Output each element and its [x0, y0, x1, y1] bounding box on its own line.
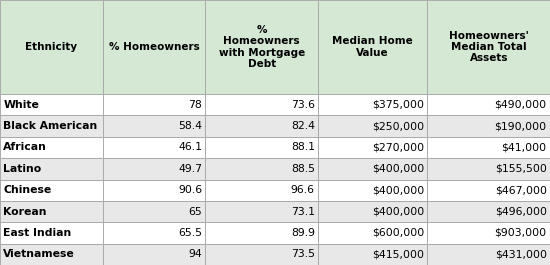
Text: East Indian: East Indian [3, 228, 72, 238]
Text: $400,000: $400,000 [372, 207, 424, 217]
Bar [427, 201, 550, 222]
Bar [318, 116, 427, 137]
Text: White: White [3, 100, 39, 110]
Bar [318, 0, 427, 94]
Text: 78: 78 [188, 100, 202, 110]
Bar [318, 244, 427, 265]
Text: $467,000: $467,000 [494, 185, 547, 195]
Text: $400,000: $400,000 [372, 185, 424, 195]
Bar [0, 244, 103, 265]
Bar [103, 116, 205, 137]
Text: 73.5: 73.5 [291, 249, 315, 259]
Text: Latino: Latino [3, 164, 42, 174]
Text: Homeowners'
Median Total
Assets: Homeowners' Median Total Assets [449, 31, 529, 63]
Text: $600,000: $600,000 [372, 228, 424, 238]
Text: $250,000: $250,000 [372, 121, 424, 131]
Bar [318, 158, 427, 180]
Bar [205, 201, 318, 222]
Bar [0, 180, 103, 201]
Bar [427, 0, 550, 94]
Text: $155,500: $155,500 [495, 164, 547, 174]
Bar [318, 137, 427, 158]
Text: Vietnamese: Vietnamese [3, 249, 75, 259]
Text: 65.5: 65.5 [178, 228, 202, 238]
Text: $431,000: $431,000 [494, 249, 547, 259]
Bar [427, 116, 550, 137]
Text: 82.4: 82.4 [291, 121, 315, 131]
Bar [427, 158, 550, 180]
Text: 88.1: 88.1 [291, 143, 315, 152]
Text: $41,000: $41,000 [502, 143, 547, 152]
Text: 88.5: 88.5 [291, 164, 315, 174]
Bar [427, 222, 550, 244]
Bar [0, 222, 103, 244]
Text: 65: 65 [188, 207, 202, 217]
Text: 46.1: 46.1 [178, 143, 202, 152]
Bar [318, 94, 427, 116]
Bar [205, 244, 318, 265]
Text: Chinese: Chinese [3, 185, 52, 195]
Text: $496,000: $496,000 [494, 207, 547, 217]
Text: $375,000: $375,000 [372, 100, 424, 110]
Bar [103, 158, 205, 180]
Text: $490,000: $490,000 [494, 100, 547, 110]
Text: 94: 94 [188, 249, 202, 259]
Bar [427, 180, 550, 201]
Bar [427, 94, 550, 116]
Bar [0, 0, 103, 94]
Text: Ethnicity: Ethnicity [25, 42, 78, 52]
Bar [318, 180, 427, 201]
Bar [103, 94, 205, 116]
Text: $903,000: $903,000 [494, 228, 547, 238]
Bar [103, 201, 205, 222]
Text: 58.4: 58.4 [178, 121, 202, 131]
Bar [427, 244, 550, 265]
Bar [318, 201, 427, 222]
Text: $270,000: $270,000 [372, 143, 424, 152]
Bar [427, 137, 550, 158]
Bar [318, 222, 427, 244]
Text: Black American: Black American [3, 121, 97, 131]
Text: African: African [3, 143, 47, 152]
Text: $400,000: $400,000 [372, 164, 424, 174]
Text: $415,000: $415,000 [372, 249, 424, 259]
Text: Korean: Korean [3, 207, 47, 217]
Bar [103, 244, 205, 265]
Text: % Homeowners: % Homeowners [109, 42, 200, 52]
Bar [0, 201, 103, 222]
Bar [205, 116, 318, 137]
Text: %
Homeowners
with Mortgage
Debt: % Homeowners with Mortgage Debt [218, 25, 305, 69]
Text: Median Home
Value: Median Home Value [332, 36, 413, 58]
Text: $190,000: $190,000 [494, 121, 547, 131]
Bar [205, 158, 318, 180]
Bar [205, 180, 318, 201]
Bar [205, 137, 318, 158]
Bar [0, 116, 103, 137]
Bar [205, 0, 318, 94]
Text: 49.7: 49.7 [178, 164, 202, 174]
Bar [205, 94, 318, 116]
Text: 73.1: 73.1 [291, 207, 315, 217]
Text: 89.9: 89.9 [291, 228, 315, 238]
Text: 90.6: 90.6 [178, 185, 202, 195]
Text: 73.6: 73.6 [291, 100, 315, 110]
Bar [0, 94, 103, 116]
Bar [0, 158, 103, 180]
Bar [0, 137, 103, 158]
Bar [103, 180, 205, 201]
Bar [103, 137, 205, 158]
Bar [103, 0, 205, 94]
Text: 96.6: 96.6 [291, 185, 315, 195]
Bar [103, 222, 205, 244]
Bar [205, 222, 318, 244]
